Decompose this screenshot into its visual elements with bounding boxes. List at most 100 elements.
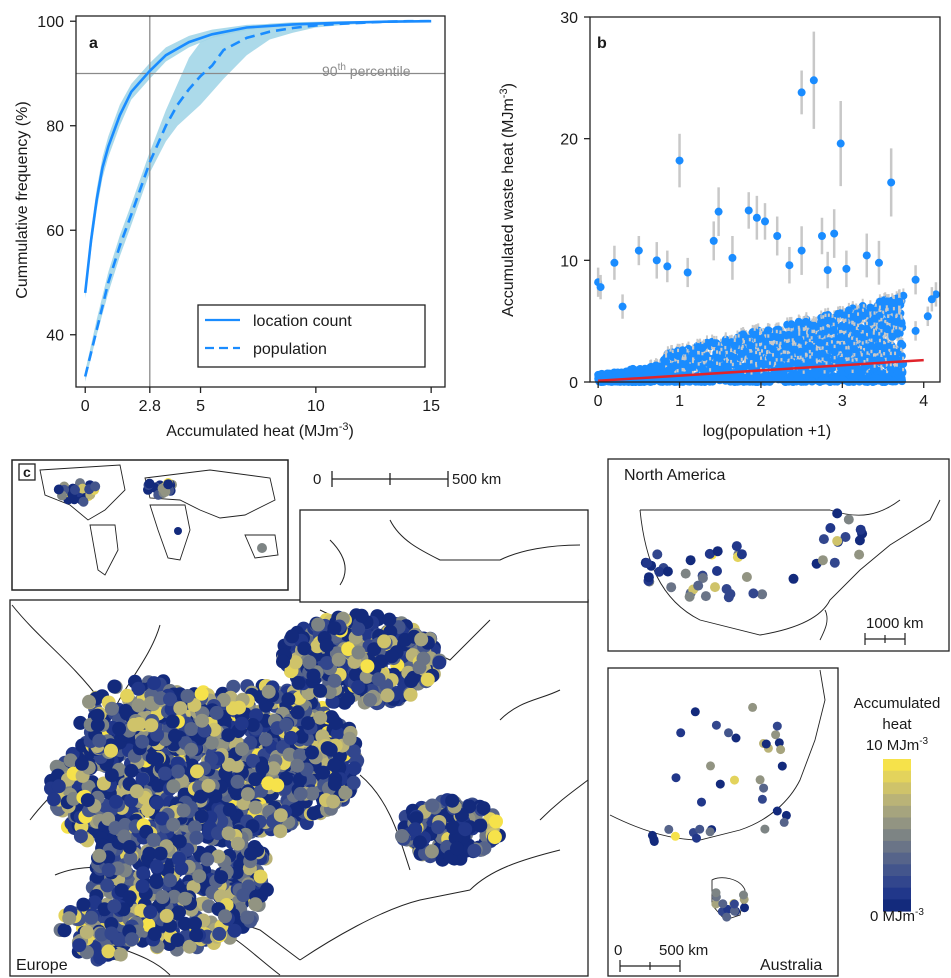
map-point [155, 811, 169, 826]
axis-label-x-a: Accumulated heat (MJm-3) [166, 421, 354, 440]
map-point [244, 846, 258, 861]
data-point [794, 317, 803, 326]
data-point [911, 326, 920, 335]
data-point [765, 353, 774, 362]
fit-line [598, 358, 924, 383]
data-point [817, 232, 826, 240]
map-point [136, 866, 151, 881]
map-point [302, 655, 317, 670]
map-point [323, 742, 338, 757]
data-point [818, 376, 827, 385]
map-point [431, 820, 446, 835]
map-point [319, 656, 334, 670]
map-point [176, 803, 191, 818]
data-point [832, 373, 841, 382]
map-point [290, 758, 305, 773]
data-point [815, 338, 824, 347]
data-point [808, 377, 817, 386]
y-tick-label-a: 60 [46, 223, 64, 240]
map-point [294, 729, 309, 744]
data-point [761, 217, 769, 226]
data-point [897, 319, 906, 328]
data-point [877, 321, 886, 330]
map-point [226, 679, 241, 694]
map-point [425, 798, 440, 813]
data-point [867, 341, 876, 350]
map-point [313, 710, 328, 725]
map-point [166, 817, 181, 832]
data-point [728, 253, 737, 262]
data-point [882, 297, 891, 306]
legend: location count population [197, 304, 426, 368]
map-point [282, 747, 297, 762]
map-point [159, 908, 174, 923]
map-point [190, 764, 204, 779]
map-point [211, 826, 225, 841]
map-point [354, 608, 369, 623]
y-tick-label-b: 30 [560, 10, 578, 27]
map-point [276, 654, 290, 669]
map-point [155, 890, 170, 904]
data-point [795, 335, 804, 344]
data-point [883, 325, 892, 334]
map-point [328, 716, 343, 731]
map-point [187, 820, 202, 835]
axis-label-y-a: Cummulative frequency (%) [14, 101, 31, 298]
data-point [809, 76, 818, 85]
map-point [182, 939, 197, 954]
data-point [714, 207, 723, 216]
data-point [862, 325, 871, 334]
series-line-population [83, 19, 432, 377]
map-point [327, 776, 342, 791]
panel-a-cumulative-chart: 0 2.8 5 10 15 40 60 80 100 a 90th percentile loc… [14, 14, 446, 440]
data-point [769, 345, 778, 354]
data-point [663, 262, 672, 271]
map-point [305, 745, 319, 760]
data-point [840, 322, 849, 331]
data-point [878, 368, 887, 377]
y-tick-label-b: 10 [560, 253, 578, 270]
data-point [797, 246, 806, 255]
map-point [123, 851, 138, 866]
map-point [230, 836, 245, 851]
map-point [351, 680, 366, 695]
map-point [172, 905, 186, 920]
map-point [476, 801, 491, 816]
data-point [713, 353, 722, 362]
map-point [104, 743, 118, 758]
panel-c-maps: Europe c 0 500 km [9, 458, 950, 977]
data-point [652, 256, 661, 265]
map-point [118, 817, 133, 832]
x-tick-label-b: 1 [675, 393, 684, 410]
map-point [104, 701, 119, 716]
y-tick-label-b: 20 [560, 132, 578, 149]
map-point [347, 761, 362, 776]
map-point [73, 829, 88, 844]
data-point [838, 375, 847, 384]
data-point [816, 330, 825, 339]
y-tick-label-b: 0 [569, 375, 578, 392]
data-point [618, 302, 627, 311]
map-point [232, 700, 246, 715]
confidence-band-1 [85, 21, 432, 382]
data-point [764, 326, 773, 335]
data-point [727, 352, 736, 361]
data-point [874, 258, 883, 267]
data-point [737, 376, 746, 385]
map-point [261, 684, 276, 699]
map-point [306, 806, 321, 821]
map-point [279, 717, 294, 732]
map-point [235, 742, 249, 757]
map-point [420, 672, 435, 687]
data-point [784, 330, 793, 339]
map-point [92, 733, 107, 748]
data-point [678, 360, 687, 369]
map-point [201, 778, 216, 793]
x-tick-label-b: 2 [756, 393, 765, 410]
map-point [73, 715, 88, 730]
data-point [923, 312, 932, 321]
data-point [668, 363, 677, 372]
data-point [785, 261, 794, 270]
map-point [281, 692, 296, 707]
